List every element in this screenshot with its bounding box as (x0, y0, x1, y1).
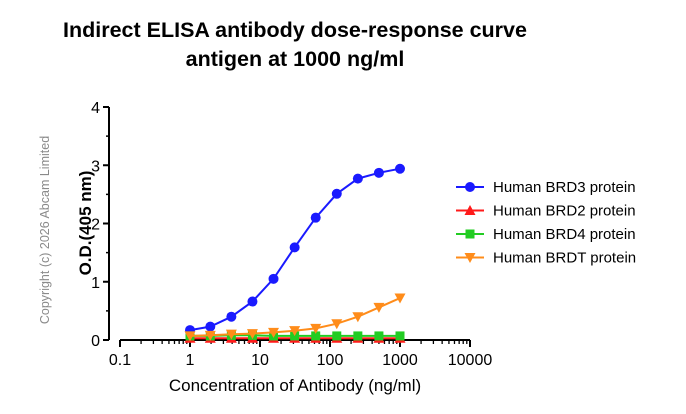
series-human-brdt-protein (184, 293, 406, 342)
data-point (331, 319, 343, 330)
data-point (246, 329, 258, 340)
data-point (289, 326, 301, 337)
y-tick-label: 2 (91, 217, 100, 234)
legend-label: Human BRD2 protein (493, 203, 636, 220)
copyright-watermark: Copyright (c) 2026 Abcam Limited (38, 136, 52, 324)
y-tick-label: 1 (91, 275, 100, 292)
legend-label: Human BRDT protein (493, 250, 636, 267)
data-point (332, 331, 342, 341)
y-tick-label: 4 (91, 100, 100, 117)
data-point (352, 173, 363, 184)
y-tick-label: 0 (91, 333, 100, 350)
legend-label: Human BRD3 protein (493, 179, 636, 196)
legend-item: Human BRD2 protein (456, 203, 636, 220)
legend-item: Human BRD4 protein (456, 226, 636, 243)
data-point (373, 167, 384, 178)
data-point (373, 302, 385, 313)
x-tick-label: 1000 (382, 352, 418, 369)
data-point (205, 321, 216, 332)
data-point (311, 331, 321, 341)
data-point (310, 323, 322, 334)
series-layer (184, 163, 406, 343)
data-point (395, 331, 405, 341)
legend-item: Human BRDT protein (456, 250, 636, 267)
data-point (225, 329, 237, 340)
data-point (204, 330, 216, 341)
series-human-brd3-protein (185, 163, 405, 336)
y-tick-label: 3 (91, 158, 100, 175)
x-tick-label: 10000 (448, 352, 493, 369)
data-point (226, 311, 237, 322)
chart-title: Indirect ELISA antibody dose-response cu… (63, 18, 527, 42)
x-tick-label: 100 (317, 352, 344, 369)
data-point (352, 312, 364, 323)
data-point (374, 331, 384, 341)
legend: Human BRD3 protein Human BRD2 protein Huma… (456, 179, 636, 267)
data-point (247, 296, 258, 307)
x-axis-label: Concentration of Antibody (ng/ml) (169, 376, 421, 395)
legend-marker (464, 253, 476, 263)
data-point (310, 212, 321, 223)
data-point (394, 293, 406, 304)
y-axis-label: O.D.(405 nm) (76, 171, 95, 276)
data-point (353, 331, 363, 341)
legend-marker (465, 229, 475, 239)
legend-marker (465, 182, 475, 192)
legend-marker (464, 205, 476, 215)
data-point (395, 163, 405, 174)
legend-label: Human BRD4 protein (493, 226, 636, 243)
data-point (268, 273, 279, 284)
legend-item: Human BRD3 protein (456, 179, 636, 196)
x-tick-label: 1 (186, 352, 195, 369)
data-point (184, 331, 196, 342)
data-point (289, 242, 300, 253)
data-point (268, 327, 280, 338)
x-tick-label: 0.1 (109, 352, 131, 369)
data-point (331, 188, 342, 199)
chart-subtitle: antigen at 1000 ng/ml (186, 47, 405, 71)
x-tick-label: 10 (251, 352, 269, 369)
